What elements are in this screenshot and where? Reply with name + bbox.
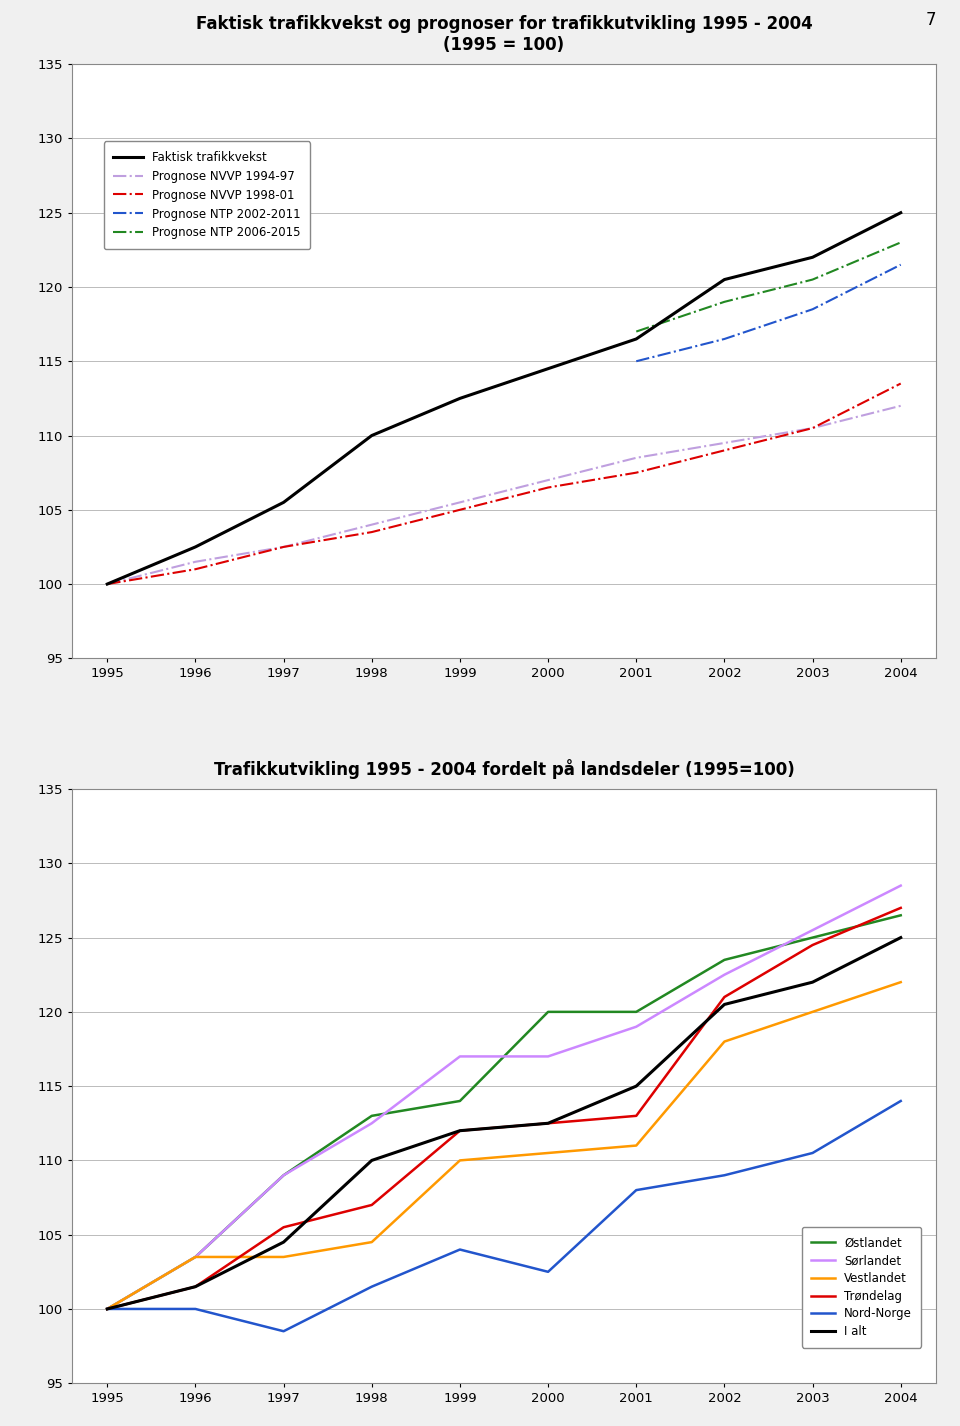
Title: Trafikkutvikling 1995 - 2004 fordelt på landsdeler (1995=100): Trafikkutvikling 1995 - 2004 fordelt på … [214,759,794,779]
Legend: Østlandet, Sørlandet, Vestlandet, Trøndelag, Nord-Norge, I alt: Østlandet, Sørlandet, Vestlandet, Trønde… [802,1228,922,1348]
Text: 7: 7 [925,11,936,30]
Legend: Faktisk trafikkvekst, Prognose NVVP 1994-97, Prognose NVVP 1998-01, Prognose NTP: Faktisk trafikkvekst, Prognose NVVP 1994… [104,141,310,250]
Title: Faktisk trafikkvekst og prognoser for trafikkutvikling 1995 - 2004
(1995 = 100): Faktisk trafikkvekst og prognoser for tr… [196,16,812,54]
